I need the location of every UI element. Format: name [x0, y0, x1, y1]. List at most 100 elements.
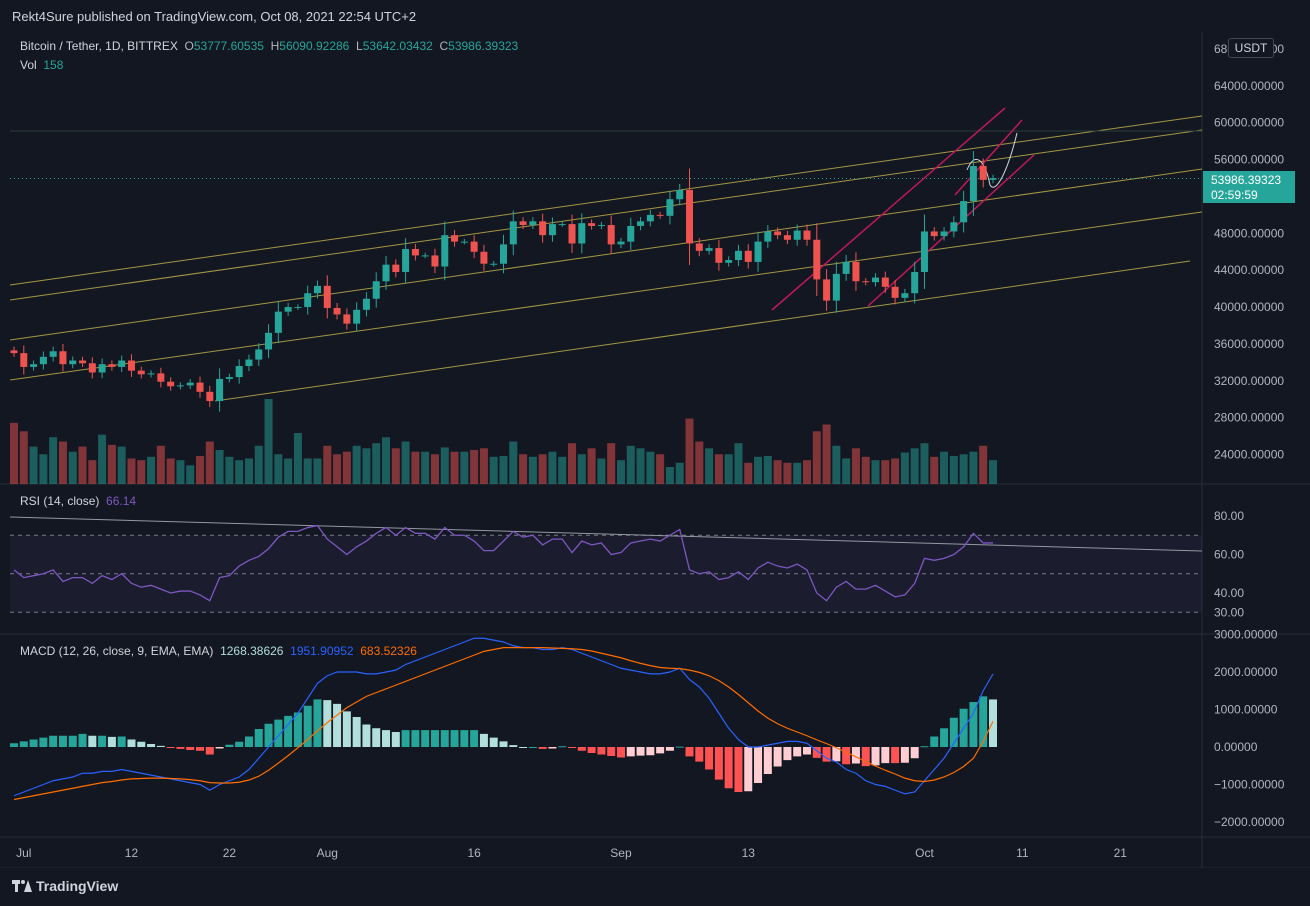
candle-body: [333, 307, 341, 315]
macd-histogram-bar: [734, 747, 743, 792]
symbol-name: Bitcoin / Tether, 1D, BITTREX: [20, 39, 178, 53]
price-tick-label: 60000.00000: [1214, 116, 1284, 130]
macd-histogram-bar: [88, 735, 97, 747]
candle-body: [597, 225, 605, 227]
candle-body: [960, 201, 968, 223]
macd-histogram-bar: [254, 729, 263, 747]
candle-body: [558, 224, 566, 226]
candle-body: [881, 277, 889, 287]
volume-bar: [401, 441, 410, 484]
macd-tick-label: 2000.00000: [1214, 665, 1278, 679]
macd-histogram-bar: [293, 712, 302, 747]
price-tick-label: 28000.00000: [1214, 411, 1284, 425]
volume-bar: [695, 441, 704, 484]
price-tick-label: 44000.00000: [1214, 263, 1284, 277]
macd-histogram-bar: [509, 745, 518, 747]
macd-histogram-bar: [342, 711, 351, 747]
candle-body: [88, 363, 96, 373]
candle-body: [940, 231, 948, 237]
macd-tick-label: 1000.00000: [1214, 703, 1278, 717]
volume-bar: [382, 437, 391, 484]
candle-body: [764, 231, 772, 242]
rsi-tick-label: 30.00: [1214, 605, 1244, 619]
candle-body: [313, 285, 321, 294]
main-legend: Bitcoin / Tether, 1D, BITTREX O53777.605…: [20, 39, 518, 53]
volume-bar: [900, 452, 909, 484]
candle-body: [451, 235, 459, 242]
macd-histogram-bar: [225, 744, 234, 747]
candle-body: [832, 273, 840, 301]
candle-body: [176, 385, 184, 387]
candle-body: [715, 248, 723, 263]
macd-histogram-bar: [616, 747, 625, 758]
macd-histogram-bar: [78, 733, 87, 747]
candle-body: [265, 332, 273, 350]
volume-bar: [293, 433, 302, 484]
macd-histogram-bar: [303, 705, 312, 747]
volume-bar: [284, 458, 293, 484]
macd-histogram-bar: [264, 723, 273, 747]
candle-body: [69, 360, 77, 365]
volume-bar: [166, 458, 175, 484]
candle-body: [754, 241, 762, 262]
candle-body: [725, 260, 733, 263]
macd-histogram-bar: [842, 747, 851, 765]
volume-bar: [68, 451, 77, 484]
volume-bar: [440, 447, 449, 484]
volume-bar: [147, 456, 156, 484]
volume-bar: [88, 460, 97, 484]
candle-body: [49, 351, 57, 357]
macd-histogram-bar: [881, 747, 890, 764]
volume-bar: [470, 450, 479, 484]
volume-bar: [616, 460, 625, 484]
volume-bar: [479, 448, 488, 484]
macd-histogram-bar: [969, 702, 978, 747]
macd-histogram-bar: [979, 696, 988, 747]
macd-histogram-bar: [58, 735, 67, 747]
open-value: 53777.60535: [193, 39, 264, 53]
volume-bar: [225, 456, 234, 484]
last-price-value: 53986.39323: [1211, 173, 1282, 187]
macd-histogram-bar: [754, 747, 763, 783]
candle-body: [10, 350, 18, 354]
volume-bar: [117, 446, 126, 484]
volume-bar: [450, 451, 459, 484]
volume-bar: [871, 460, 880, 484]
volume-bar: [626, 445, 635, 484]
candle-body: [118, 360, 126, 367]
time-tick-label: 21: [1114, 846, 1128, 860]
time-tick-label: Jul: [16, 846, 31, 860]
macd-label: MACD (12, 26, close, 9, EMA, EMA): [20, 644, 214, 658]
candle-body: [157, 373, 165, 382]
candle-body: [842, 261, 850, 274]
time-tick-label: Aug: [317, 846, 338, 860]
rsi-tick-label: 60.00: [1214, 548, 1244, 562]
candle-body: [235, 366, 243, 378]
candle-body: [646, 214, 654, 222]
vol-value: 158: [43, 58, 64, 72]
volume-bar: [19, 431, 28, 484]
macd-histogram-bar: [695, 747, 704, 762]
macd-histogram-bar: [19, 741, 28, 747]
macd-histogram-bar: [548, 747, 557, 749]
candle-body: [930, 231, 938, 237]
volume-bar: [861, 456, 870, 484]
macd-histogram-bar: [382, 730, 391, 747]
volume-bar: [949, 455, 958, 484]
candle-body: [637, 221, 645, 226]
volume-bar: [244, 458, 253, 484]
candle-body: [852, 261, 860, 282]
volume-bar: [137, 460, 146, 484]
publisher-text: Rekt4Sure published on TradingView.com, …: [12, 9, 417, 24]
candle-body: [627, 225, 635, 242]
rsi-line: [13, 524, 993, 602]
macd-histogram-bar: [362, 724, 371, 747]
macd-histogram-bar: [910, 747, 919, 759]
rsi-tick-label: 40.00: [1214, 586, 1244, 600]
tradingview-logo[interactable]: TradingView: [12, 878, 118, 894]
macd-histogram-bar: [479, 733, 488, 747]
volume-bar: [646, 451, 655, 484]
volume-bar: [156, 445, 165, 484]
currency-button[interactable]: USDT: [1228, 38, 1274, 58]
